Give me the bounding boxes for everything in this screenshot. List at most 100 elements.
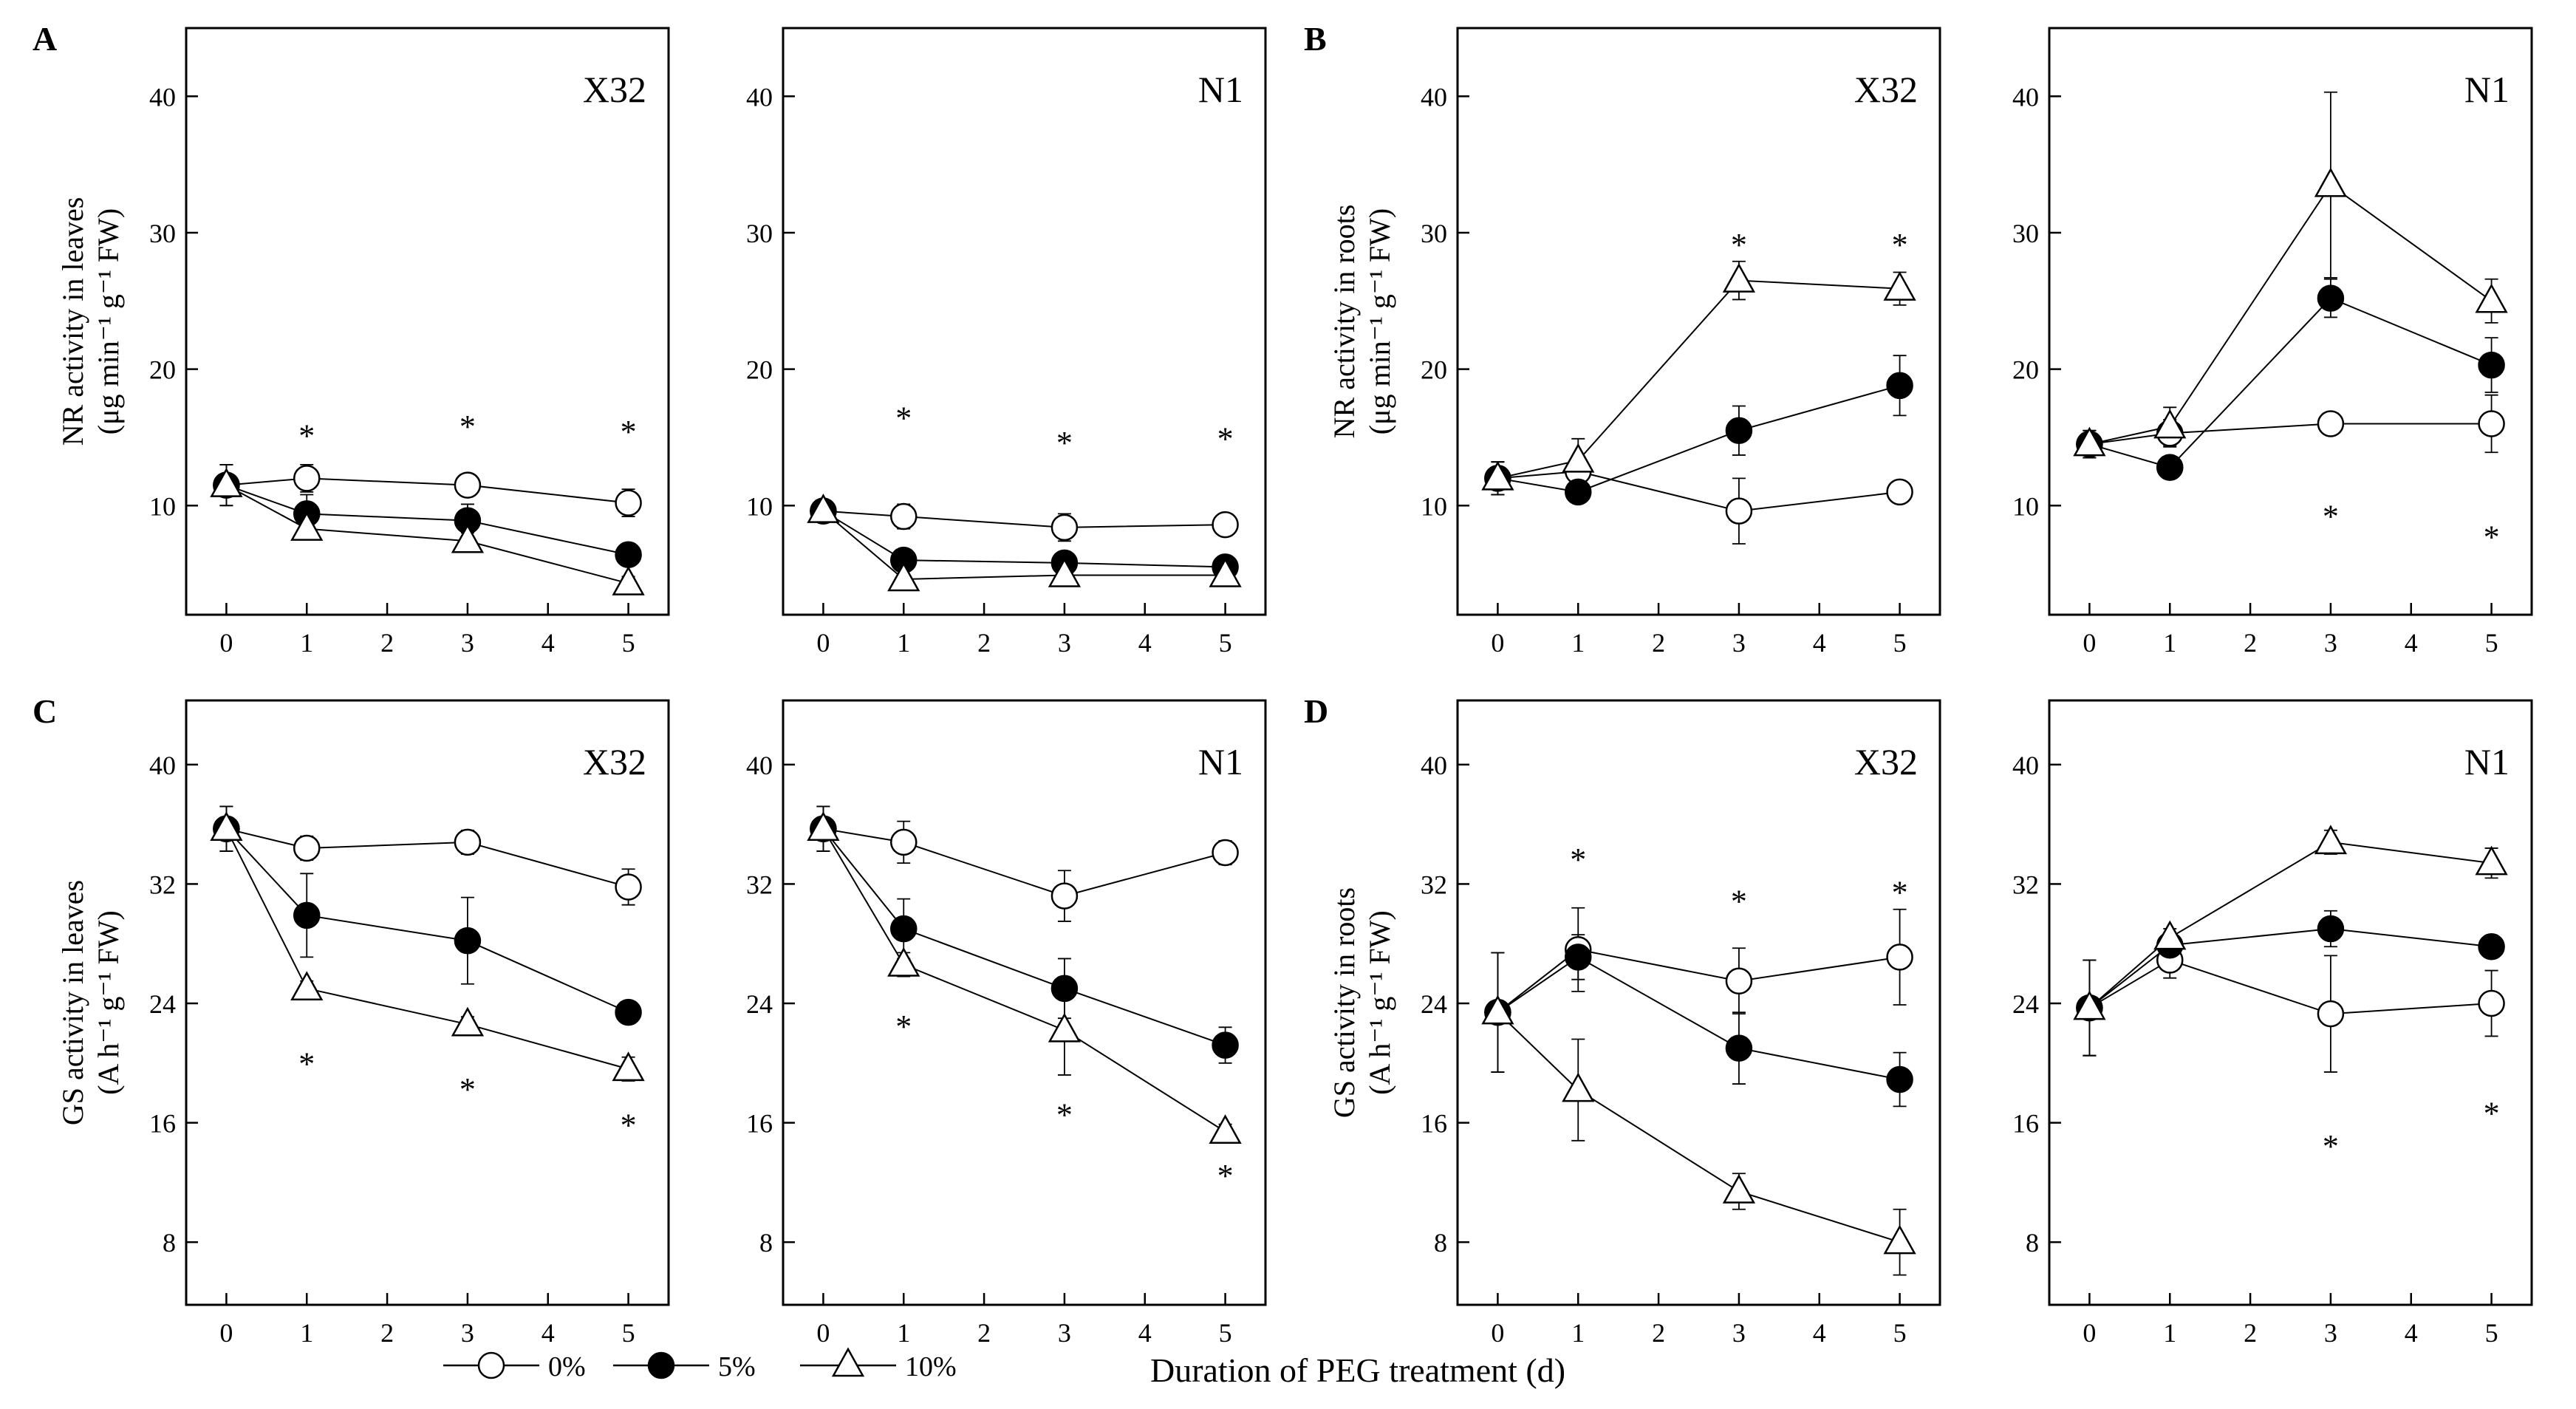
- y-tick-label: 40: [149, 751, 176, 780]
- y-tick-label: 40: [2012, 82, 2039, 112]
- y-tick-label: 24: [1421, 989, 1447, 1019]
- series-5%: [219, 805, 635, 1020]
- y-axis-label-units: (μg min⁻¹ g⁻¹ FW): [92, 208, 125, 435]
- y-axis-label-units: (A h⁻¹ g⁻¹ FW): [1363, 910, 1396, 1095]
- panel-title: N1: [2464, 741, 2510, 782]
- y-tick-label: 32: [1421, 870, 1447, 899]
- x-tick-label: 3: [1058, 628, 1071, 658]
- data-point-5%: [454, 927, 482, 955]
- x-tick-label: 1: [897, 628, 910, 658]
- x-tick-label: 2: [977, 1318, 991, 1348]
- series-5%: [816, 805, 1232, 1064]
- x-tick-label: 1: [2163, 628, 2176, 658]
- x-tick-label: 3: [1732, 1318, 1746, 1348]
- y-tick-label: 40: [149, 82, 176, 112]
- significance-star: *: [1217, 420, 1234, 457]
- chart-panel-5: 0 1 2 3 4 5 8 16 24 32 40 N1 * * *: [746, 699, 1267, 1348]
- significance-star: *: [298, 418, 315, 454]
- y-axis-label: NR activity in leaves: [56, 197, 89, 446]
- data-point-0%: [293, 834, 321, 862]
- series-5%: [219, 463, 635, 564]
- series-5%: [2083, 910, 2498, 1057]
- series-line: [226, 484, 629, 556]
- significance-star: *: [1731, 227, 1747, 263]
- x-tick-label: 2: [380, 1318, 394, 1348]
- x-tick-label: 4: [1813, 1318, 1826, 1348]
- significance-star: *: [459, 409, 476, 445]
- data-point-0%: [1050, 882, 1079, 910]
- x-tick-label: 4: [541, 1318, 555, 1348]
- series-0%: [2083, 941, 2498, 1073]
- series-line: [2089, 297, 2492, 468]
- chart-panel-7: 0 1 2 3 4 5 8 16 24 32 40 N1 * *: [2012, 699, 2533, 1348]
- plot-frame: [1456, 27, 1941, 616]
- x-tick-label: 3: [1732, 628, 1746, 658]
- chart-panel-4: 0 1 2 3 4 5 8 16 24 32 40 X32 C GS activity in leaves…: [33, 692, 670, 1348]
- y-axis-label: GS activity in leaves: [56, 880, 89, 1125]
- significance-star: *: [2323, 499, 2339, 535]
- significance-star: *: [1731, 884, 1747, 920]
- data-point-10%: [2314, 825, 2348, 855]
- y-tick-label: 24: [2012, 989, 2039, 1019]
- legend-label-0: 0%: [548, 1351, 586, 1382]
- y-tick-label: 24: [746, 989, 773, 1019]
- series-line: [1497, 384, 1900, 493]
- series-line: [1497, 949, 1900, 1013]
- significance-star: *: [895, 400, 912, 437]
- x-tick-label: 2: [380, 628, 394, 658]
- y-tick-label: 16: [149, 1109, 176, 1139]
- data-point-5%: [1565, 478, 1592, 506]
- x-tick-label: 1: [1571, 628, 1585, 658]
- data-point-0%: [1886, 478, 1913, 506]
- data-point-10%: [2073, 990, 2106, 1020]
- y-tick-label: 16: [1421, 1109, 1447, 1139]
- series-10%: [2083, 829, 2498, 1057]
- plot-frame: [2048, 27, 2533, 616]
- data-point-0%: [615, 489, 642, 516]
- y-tick-label: 8: [2026, 1228, 2039, 1258]
- significance-star: *: [621, 414, 637, 450]
- plot-frame: [1456, 699, 1941, 1306]
- series-0%: [219, 463, 635, 517]
- series-5%: [2083, 278, 2498, 475]
- x-tick-label: 2: [2244, 1318, 2257, 1348]
- data-point-10%: [1209, 557, 1242, 587]
- data-point-0%: [890, 502, 918, 530]
- y-tick-label: 10: [1421, 491, 1447, 521]
- series-line: [2088, 959, 2492, 1015]
- panel-title: X32: [1854, 741, 1918, 782]
- series-line: [225, 828, 629, 1070]
- x-tick-label: 3: [461, 1318, 474, 1348]
- legend-label-2: 10%: [905, 1351, 957, 1382]
- series-10%: [219, 805, 635, 1082]
- y-axis-label-units: (μg min⁻¹ g⁻¹ FW): [1363, 208, 1396, 435]
- series-5%: [1491, 355, 1907, 502]
- y-tick-label: 8: [163, 1228, 176, 1258]
- significance-star: *: [1892, 227, 1908, 263]
- legend-marker-1: [647, 1351, 675, 1379]
- x-tick-label: 0: [1491, 1318, 1504, 1348]
- y-tick-label: 10: [746, 491, 773, 521]
- series-line: [226, 828, 629, 888]
- x-tick-label: 4: [2405, 1318, 2418, 1348]
- series-5%: [1491, 934, 1907, 1108]
- data-point-0%: [454, 471, 482, 499]
- data-point-10%: [451, 1006, 485, 1037]
- significance-star: *: [1217, 1158, 1234, 1194]
- data-point-5%: [2317, 915, 2345, 943]
- data-point-10%: [612, 1051, 645, 1082]
- data-point-10%: [290, 511, 324, 541]
- series-10%: [2083, 91, 2498, 459]
- panel-title: N1: [2464, 69, 2510, 110]
- data-point-10%: [2153, 920, 2187, 950]
- series-line: [225, 484, 629, 584]
- y-tick-label: 24: [149, 989, 176, 1019]
- data-point-10%: [2475, 845, 2508, 876]
- data-point-5%: [1886, 372, 1913, 400]
- significance-star: *: [2484, 519, 2500, 555]
- panel-title: X32: [583, 69, 646, 110]
- panel-title: N1: [1198, 69, 1243, 110]
- series-10%: [1491, 260, 1907, 496]
- data-point-10%: [1562, 443, 1595, 473]
